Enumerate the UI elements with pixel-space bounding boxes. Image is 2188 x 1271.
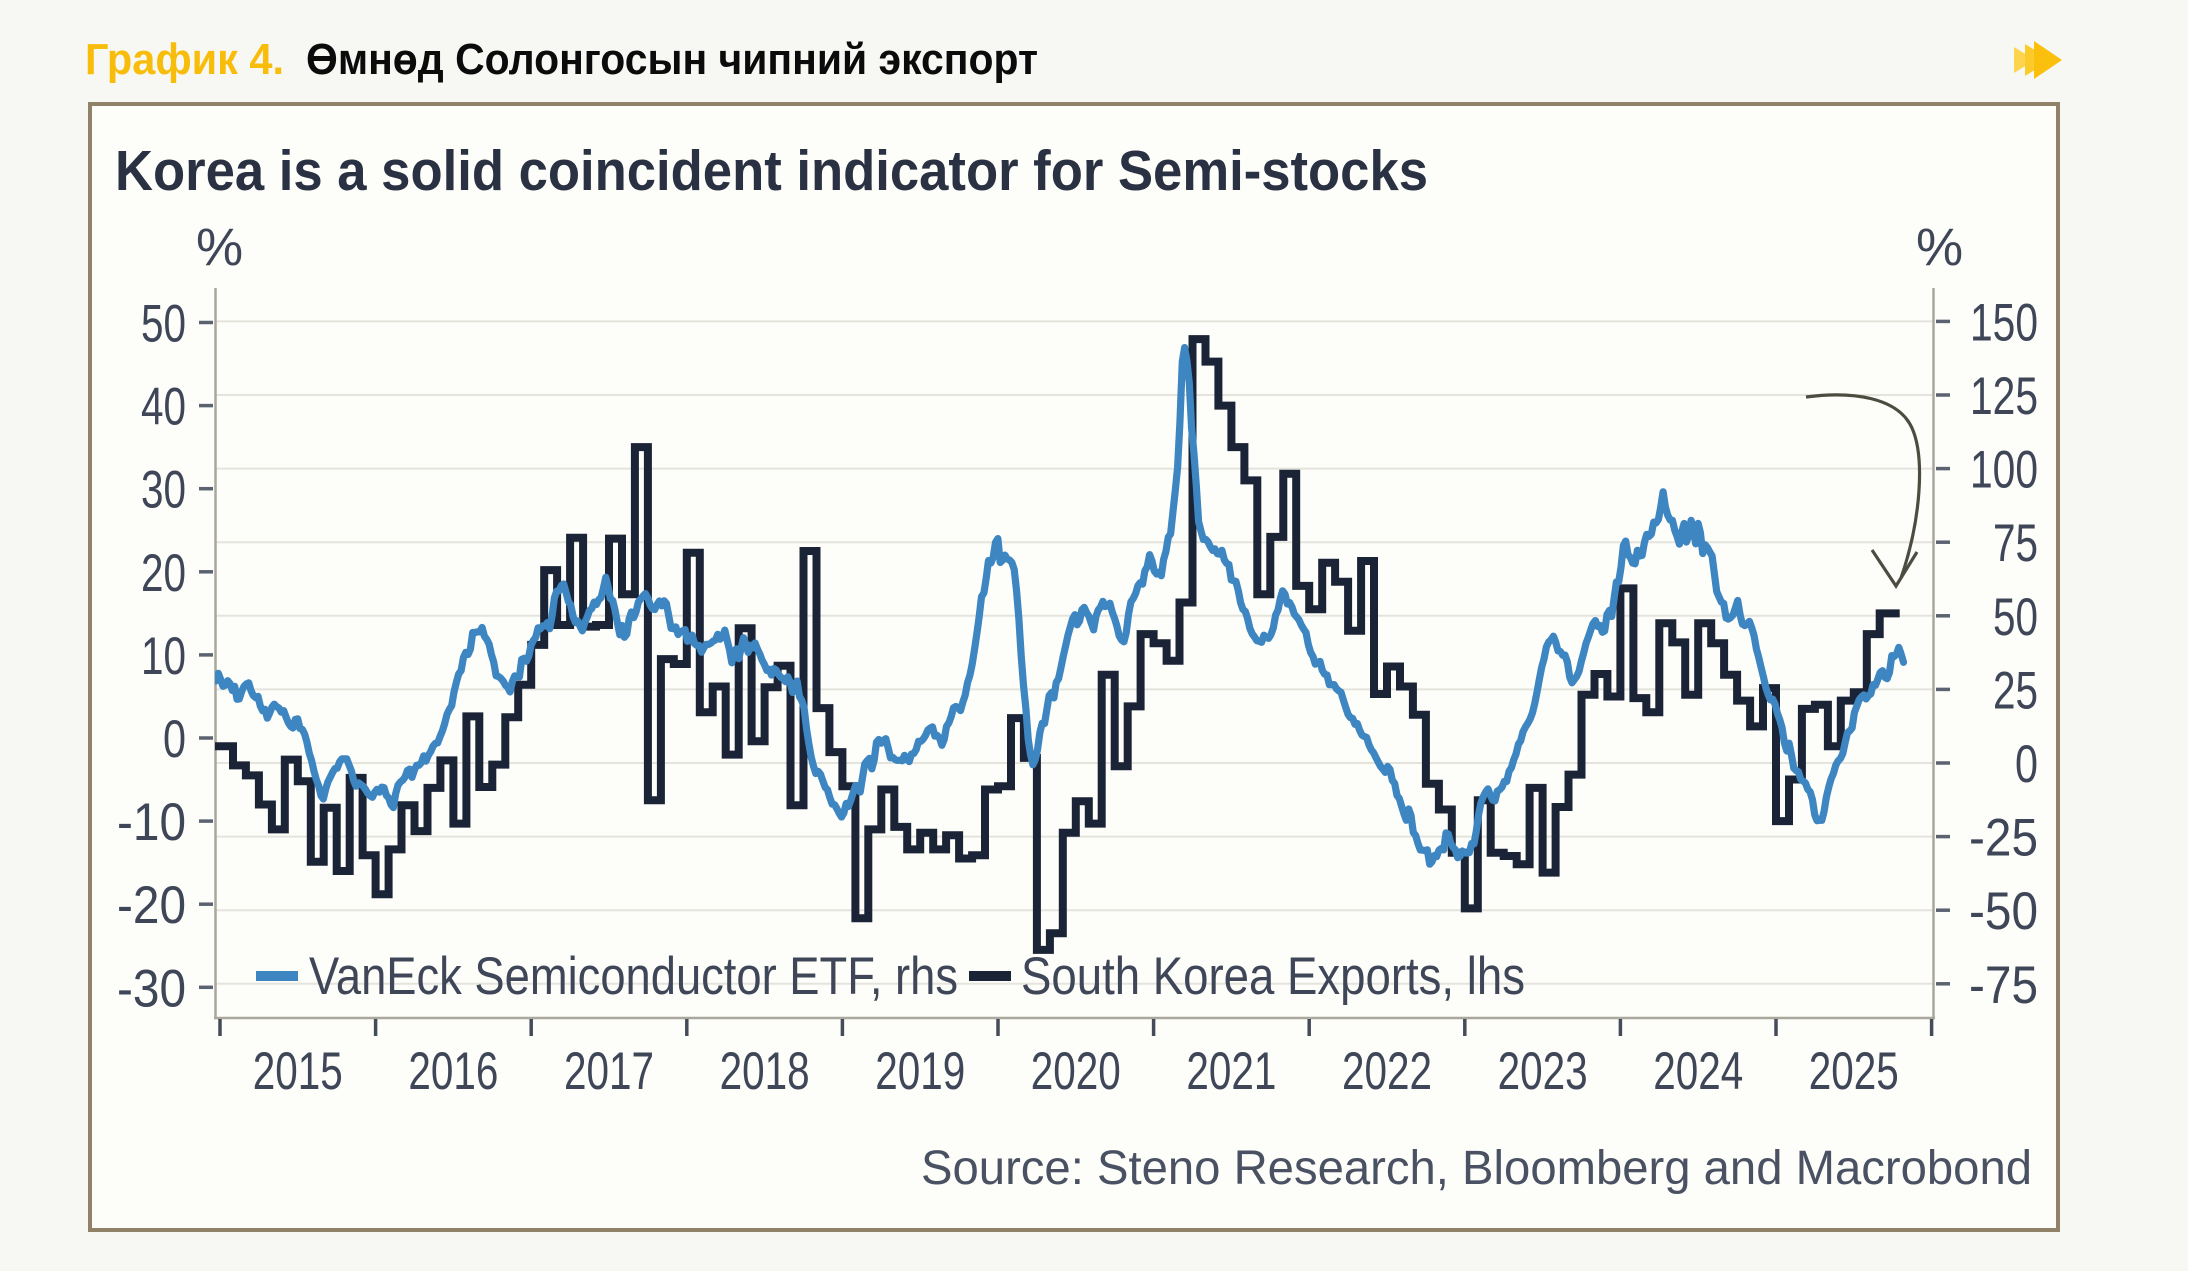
svg-text:150: 150 (1970, 293, 2038, 352)
svg-text:Korea is a solid coincident in: Korea is a solid coincident indicator fo… (115, 139, 1428, 203)
svg-text:Source: Steno Research, Bloomb: Source: Steno Research, Bloomberg and Ma… (921, 1142, 2032, 1195)
svg-text:0: 0 (2015, 735, 2038, 794)
svg-text:2017: 2017 (564, 1042, 654, 1101)
svg-text:25: 25 (1993, 661, 2038, 720)
svg-text:South Korea Exports, lhs: South Korea Exports, lhs (1021, 947, 1525, 1006)
svg-text:%: % (196, 218, 243, 277)
svg-text:2019: 2019 (875, 1042, 965, 1101)
svg-text:2023: 2023 (1498, 1042, 1588, 1101)
svg-text:%: % (1916, 218, 1963, 277)
svg-text:75: 75 (1993, 514, 2038, 573)
svg-text:2018: 2018 (720, 1042, 810, 1101)
svg-text:10: 10 (141, 627, 186, 686)
svg-text:2021: 2021 (1186, 1042, 1276, 1101)
svg-text:0: 0 (163, 710, 186, 769)
svg-text:-30: -30 (117, 959, 186, 1018)
svg-text:-10: -10 (117, 793, 186, 852)
svg-text:20: 20 (141, 544, 186, 603)
svg-text:-20: -20 (117, 876, 186, 935)
svg-text:2020: 2020 (1031, 1042, 1121, 1101)
svg-text:50: 50 (141, 295, 186, 354)
svg-text:-25: -25 (1969, 809, 2038, 868)
svg-text:2022: 2022 (1342, 1042, 1432, 1101)
svg-text:-50: -50 (1969, 882, 2038, 941)
svg-text:40: 40 (141, 378, 186, 437)
svg-text:График 4.: График 4. (85, 35, 284, 84)
svg-text:30: 30 (141, 461, 186, 520)
svg-text:100: 100 (1970, 441, 2038, 500)
svg-text:2016: 2016 (408, 1042, 498, 1101)
svg-text:Өмнөд Солонгосын чипний экспор: Өмнөд Солонгосын чипний экспорт (306, 35, 1038, 84)
svg-text:50: 50 (1993, 588, 2038, 647)
svg-text:-75: -75 (1969, 956, 2038, 1015)
svg-text:2015: 2015 (253, 1042, 343, 1101)
svg-text:VanEck Semiconductor ETF, rhs: VanEck Semiconductor ETF, rhs (309, 947, 958, 1006)
svg-text:2024: 2024 (1653, 1042, 1743, 1101)
svg-text:125: 125 (1970, 367, 2038, 426)
svg-text:2025: 2025 (1809, 1042, 1899, 1101)
